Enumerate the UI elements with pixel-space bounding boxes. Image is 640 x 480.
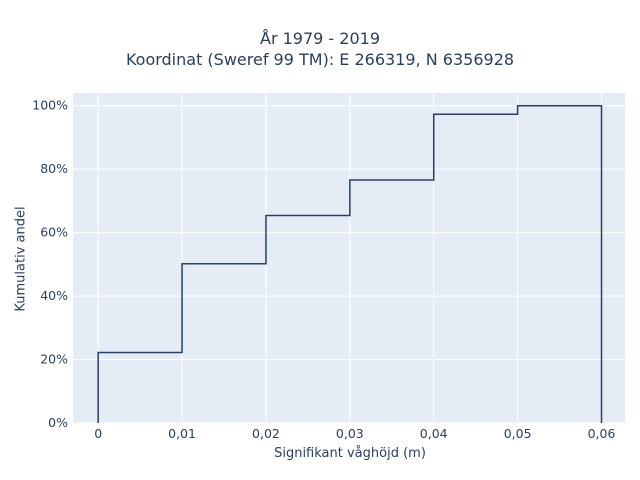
x-tick-label: 0,03 — [336, 426, 364, 441]
tick-labels: 0 0,01 0,02 0,03 0,04 0,05 0,06 0% 20% 40% 60% 80% 1… — [32, 98, 615, 441]
plot-area — [73, 93, 625, 423]
series-layer — [97, 104, 603, 423]
y-tick-label: 0% — [48, 415, 68, 430]
y-tick-label: 40% — [40, 288, 68, 303]
series-step-line — [97, 104, 603, 423]
y-axis-label: Kumulativ andel — [13, 206, 29, 312]
y-tick-label: 80% — [40, 161, 68, 176]
x-tick-label: 0,06 — [588, 426, 616, 441]
x-tick-label: 0,02 — [252, 426, 280, 441]
chart-title: År 1979 - 2019 — [260, 29, 380, 48]
y-tick-label: 20% — [40, 352, 68, 367]
chart-subtitle: Koordinat (Sweref 99 TM): E 266319, N 63… — [125, 50, 515, 69]
x-axis-label: Signifikant våghöjd (m) — [274, 446, 426, 461]
x-tick-label: 0,05 — [504, 426, 532, 441]
y-tick-label: 60% — [40, 225, 68, 240]
x-tick-label: 0,04 — [420, 426, 448, 441]
x-tick-label: 0 — [94, 426, 102, 441]
y-tick-label: 100% — [32, 98, 68, 113]
x-tick-label: 0,01 — [168, 426, 196, 441]
